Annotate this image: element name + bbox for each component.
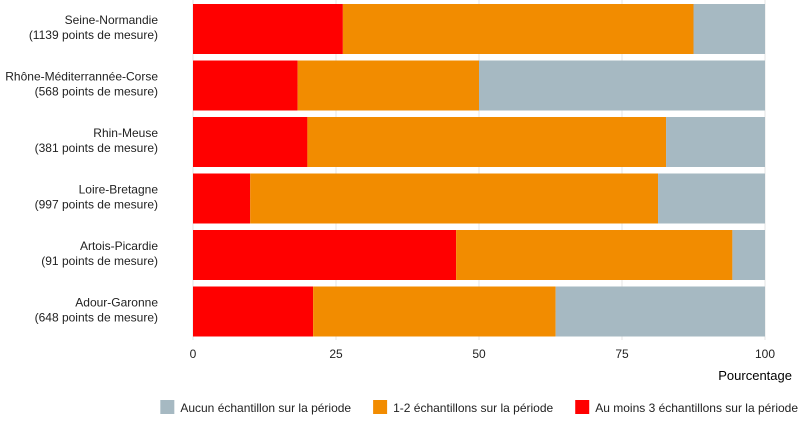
category-count-label: (91 points de mesure) <box>41 254 158 268</box>
category-label: Rhône-Méditerrannée-Corse <box>5 70 158 84</box>
bar-segment <box>193 60 298 111</box>
category-label: Seine-Normandie <box>65 13 159 27</box>
bar-segment <box>193 117 308 167</box>
y-axis-labels: Seine-Normandie(1139 points de mesure) Rh… <box>5 13 158 325</box>
x-tick-label: 0 <box>190 347 197 361</box>
bar-segment <box>193 230 457 280</box>
category-count-label: (568 points de mesure) <box>35 85 158 99</box>
bar-segment <box>193 286 314 337</box>
bar-segment <box>666 117 765 167</box>
category-label: Adour-Garonne <box>75 296 158 310</box>
legend-swatch <box>575 400 590 414</box>
category-label: Loire-Bretagne <box>79 183 159 197</box>
x-tick-label: 75 <box>615 347 629 361</box>
bar-segment <box>297 60 479 111</box>
bar-segment <box>555 286 765 337</box>
bar-segment <box>479 60 765 111</box>
legend-swatch <box>160 400 175 414</box>
category-label: Artois-Picardie <box>80 239 158 253</box>
bar-segment <box>313 286 556 337</box>
x-tick-label: 50 <box>472 347 486 361</box>
category-count-label: (1139 points de mesure) <box>29 28 158 42</box>
x-axis-ticks: 0 25 50 75 100 <box>190 347 776 361</box>
x-tick-label: 25 <box>329 347 343 361</box>
category-count-label: (381 points de mesure) <box>35 141 158 155</box>
bar-segment <box>342 4 694 54</box>
category-count-label: (648 points de mesure) <box>35 311 158 325</box>
bar-segment <box>456 230 733 280</box>
legend-label: Aucun échantillon sur la période <box>180 401 351 415</box>
bar-segment <box>732 230 765 280</box>
bar-segment <box>193 173 251 224</box>
bar-segment <box>693 4 765 54</box>
bar-segment <box>658 173 765 224</box>
category-count-label: (997 points de mesure) <box>35 198 158 212</box>
legend-label: 1-2 échantillons sur la période <box>393 401 553 415</box>
x-tick-label: 100 <box>755 347 775 361</box>
legend: Aucun échantillon sur la période 1-2 écha… <box>160 400 798 415</box>
legend-swatch <box>373 400 388 414</box>
category-label: Rhin-Meuse <box>93 126 158 140</box>
legend-label: Au moins 3 échantillons sur la période <box>595 401 798 415</box>
bar-segment <box>193 4 343 54</box>
bar-segment <box>307 117 667 167</box>
bars <box>193 4 765 337</box>
x-axis-title: Pourcentage <box>718 368 792 383</box>
bar-segment <box>250 173 659 224</box>
